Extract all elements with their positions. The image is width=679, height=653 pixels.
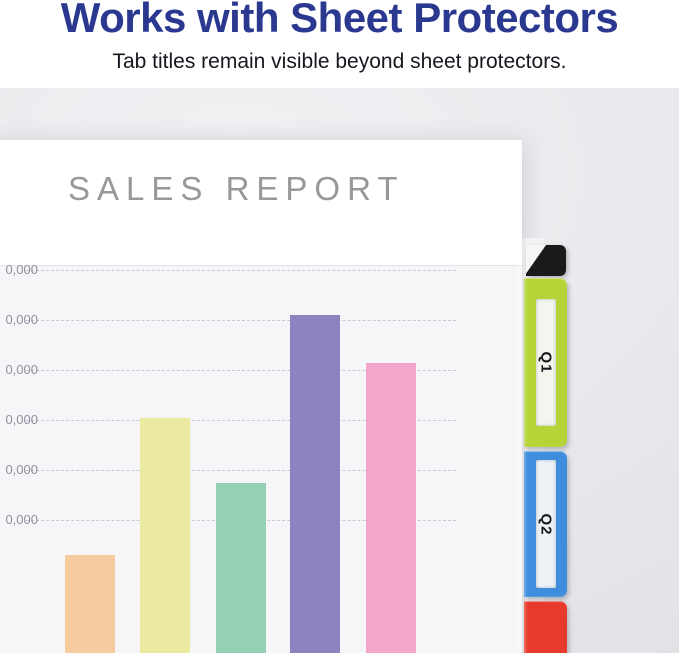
divider-tabs: Q1 Q2 [524,88,567,653]
photo-scene: SALES REPORT 0,000 0,000 0,000 0,000 0,000 0,… [0,88,679,653]
binder-edge [526,245,566,276]
document-chart-area [0,266,522,653]
tab-q2: Q2 [524,451,567,597]
tab-q3 [524,601,567,653]
subheadline: Tab titles remain visible beyond sheet p… [112,50,567,73]
document-title: SALES REPORT [68,170,405,207]
tab-q2-label: Q2 [537,512,555,536]
tab-q1-insert: Q1 [536,299,556,426]
document-sheet: SALES REPORT [0,140,522,653]
headline: Works with Sheet Protectors [60,0,619,41]
header: Works with Sheet Protectors Tab titles r… [0,0,679,74]
tab-q1: Q1 [524,278,567,447]
tab-q2-insert: Q2 [536,460,556,588]
document-header-band: SALES REPORT [0,140,522,266]
tab-q1-label: Q1 [537,351,555,374]
